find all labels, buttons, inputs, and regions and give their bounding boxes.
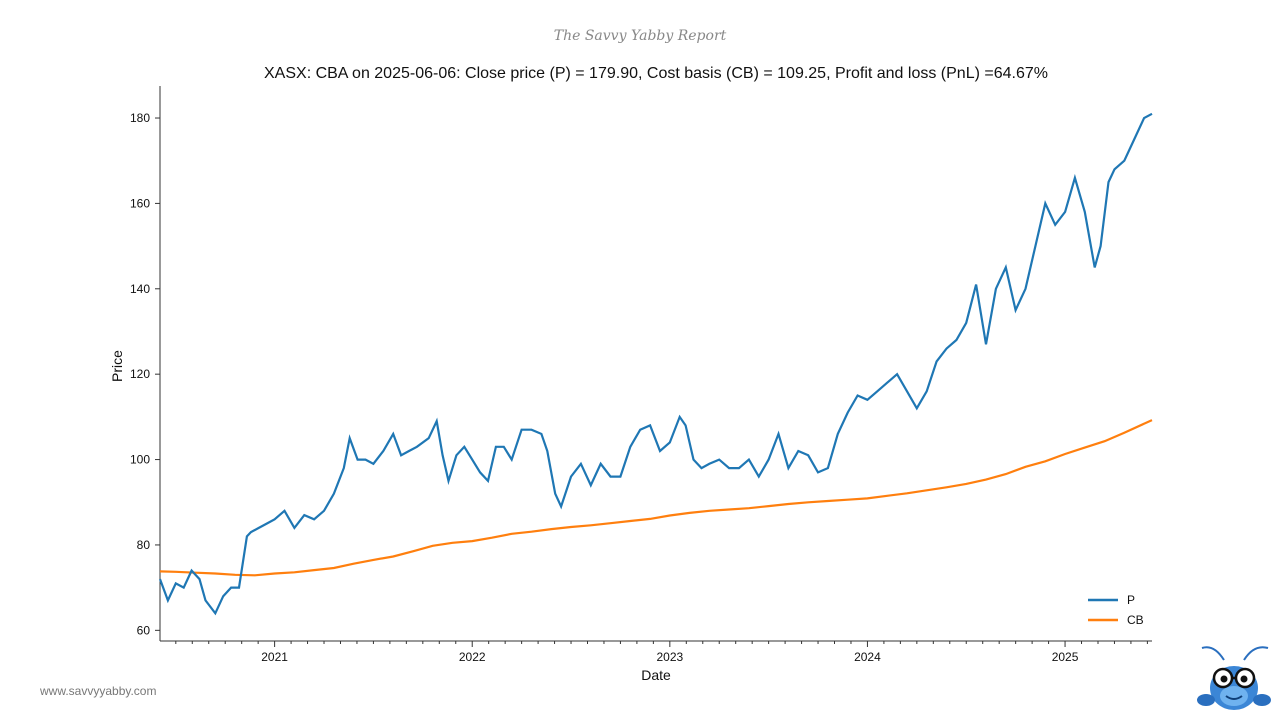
y-tick-label: 60 [137,623,151,637]
x-tick-label: 2025 [1052,650,1079,664]
series-line-cb [159,419,1153,577]
y-tick-label: 80 [137,538,151,552]
x-tick-label: 2023 [656,650,683,664]
x-tick-label: 2024 [854,650,881,664]
x-tick-label: 2022 [459,650,486,664]
report-brand-title: The Savvy Yabby Report [553,28,727,44]
y-axis-ticks: 60 80 100 120 140 160 180 [130,111,160,637]
chart-title: XASX: CBA on 2025-06-06: Close price (P)… [264,65,1048,82]
y-tick-label: 180 [130,111,150,125]
x-axis-label: Date [641,667,671,683]
x-axis-ticks: 2021 2022 2023 2024 2025 [261,641,1079,664]
y-tick-label: 140 [130,282,150,296]
y-tick-label: 100 [130,453,150,467]
chart-legend: P CB [1088,593,1144,627]
yabby-mascot-icon [1196,640,1274,718]
y-tick-label: 160 [130,196,150,210]
footer-url[interactable]: www.savvyyabby.com [40,684,157,698]
legend-label-p: P [1127,593,1135,607]
x-tick-label: 2021 [261,650,288,664]
legend-label-cb: CB [1127,613,1144,627]
y-tick-label: 120 [130,367,150,381]
y-axis-label: Price [109,350,125,382]
series-line-p [158,112,1153,616]
